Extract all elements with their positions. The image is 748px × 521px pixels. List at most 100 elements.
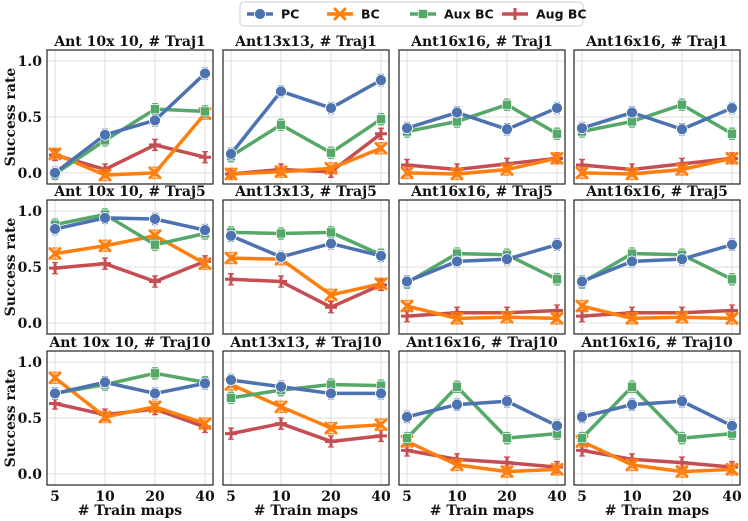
data-point-pc [676,253,688,266]
data-point-pc [501,395,513,408]
x-tick-label: 40 [547,489,567,505]
y-tick-label: 0.0 [18,467,43,483]
data-point-bc [550,462,564,476]
x-tick-label: 20 [672,489,692,505]
panel-title: Ant16x16, # Traj10 [580,335,733,351]
series-line-pc [229,78,382,155]
data-point-bc [500,162,514,176]
data-point-bc [625,458,639,472]
series-line-aug-bc [581,156,733,172]
x-tick-label: 5 [226,489,236,505]
data-point-aux-bc [376,114,386,125]
series-line-aug-bc [406,156,558,172]
series-line-pc [54,216,206,232]
x-axis-label: # Train maps [254,503,358,519]
axes-frame [573,199,741,335]
series-line-pc [54,380,206,396]
data-point-aug-bc [325,301,337,314]
data-point-aux-bc [150,368,160,379]
y-tick-label: 1.0 [18,355,43,371]
data-point-aux-bc [226,393,236,403]
data-point-aux-bc [276,120,286,130]
x-tick-label: 20 [321,489,341,505]
data-point-aug-bc [149,275,161,288]
data-point-aux-bc [552,274,562,285]
series-line-aug-bc [54,259,206,284]
data-point-pc [149,387,161,400]
data-point-pc [149,213,161,225]
data-point-pc [576,122,588,135]
data-point-aux-bc [276,228,286,239]
data-point-pc [551,238,563,251]
axes-frame [46,199,214,335]
data-point-bc [725,462,739,476]
data-point-pc [676,123,688,136]
data-point-bc [48,147,62,161]
series-bc [400,299,564,325]
data-point-bc [148,166,162,180]
series-line-aug-bc [230,277,382,309]
series-line-pc [53,72,207,175]
axes-frame [398,350,566,486]
series-line-aug-bc [230,421,382,444]
y-tick-label: 0.0 [18,316,43,332]
data-point-pc [49,387,61,400]
data-point-aug-bc [275,417,287,430]
x-tick-label: 40 [371,489,391,505]
series-pc [401,238,563,288]
data-point-aux-bc [402,433,412,443]
data-point-bc [98,168,112,182]
data-point-pc [676,395,688,408]
data-point-bc [148,400,162,414]
series-line-bc [54,112,207,177]
data-point-pc [149,114,161,127]
series-line-aux-bc [54,212,206,247]
data-point-bc [725,311,739,325]
axes-frame [398,49,566,185]
y-tick-label: 0.5 [18,411,42,427]
data-point-bc [274,165,288,179]
x-tick-label: 10 [271,489,291,505]
data-point-pc [501,123,513,136]
y-tick-label: 0.0 [18,166,43,182]
series-bc [48,371,212,431]
series-line-pc [230,234,382,259]
data-point-bc [675,465,689,479]
x-axis-label: # Train maps [430,503,534,519]
x-tick-label: 20 [497,489,517,505]
x-tick-label: 20 [145,489,165,505]
data-point-bc [500,465,514,479]
series-line-aux-bc [230,382,382,400]
series-bc [575,151,739,181]
y-axis-label: Success rate [3,369,19,468]
series-line-pc [581,399,733,428]
series-pc [576,101,738,136]
axis-labels: Success rate Success rate Success rate # Tr… [3,68,709,519]
series-line-pc [406,106,558,132]
legend-marker-bc [333,7,347,21]
data-point-pc [199,377,211,390]
data-point-aug-bc [99,257,111,270]
axes-frame [222,350,390,486]
data-point-pc [726,102,738,114]
legend-label-pc: PC [281,7,299,22]
legend-label-aux-bc: Aux BC [444,7,494,22]
data-point-pc [626,106,638,119]
axes-frame [573,49,741,185]
data-point-pc [325,237,337,250]
y-tick-label: 0.5 [18,110,42,126]
series-line-aux-bc [230,117,382,158]
legend-marker-pc [254,8,266,20]
data-point-bc [324,161,338,175]
x-tick-label: 40 [722,489,742,505]
axes-frame [46,350,214,486]
series-line-bc [581,304,733,321]
data-point-pc [325,102,337,114]
data-point-aug-bc [199,151,211,164]
data-point-pc [401,122,413,135]
data-point-bc [98,239,112,253]
data-point-pc [576,275,588,288]
data-point-bc [48,371,62,385]
series-line-aug-bc [581,308,733,318]
panel-title: Ant13x13, # Traj5 [234,184,377,200]
